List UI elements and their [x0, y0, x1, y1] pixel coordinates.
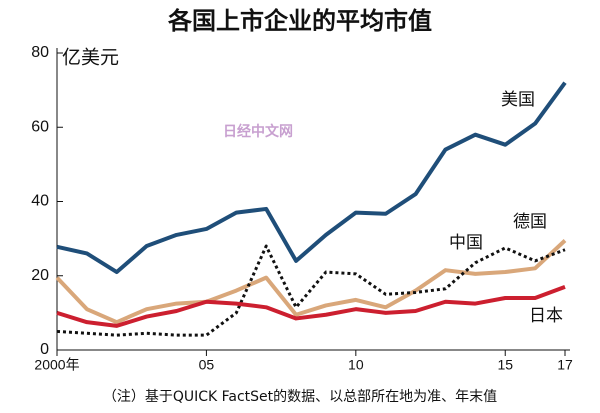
series-label: 日本 — [529, 306, 563, 326]
y-tick-label: 40 — [31, 193, 49, 210]
footnote: （注）基于QUICK FactSet的数据、以总部所在地为准、年末值 — [103, 388, 497, 405]
y-tick-label: 0 — [40, 341, 49, 358]
watermark: 日经中文网 — [223, 123, 293, 140]
x-tick-label: 17 — [557, 357, 573, 373]
x-tick-label: 15 — [497, 357, 513, 373]
series-label: 中国 — [449, 233, 483, 253]
series-line — [56, 81, 567, 275]
y-axis-label: 亿美元 — [62, 47, 119, 69]
series-line — [55, 239, 567, 325]
x-tick-label: 05 — [199, 357, 215, 373]
series-line — [56, 285, 566, 328]
y-tick-label: 80 — [31, 44, 49, 61]
series-label: 美国 — [501, 90, 535, 110]
chart-title: 各国上市企业的平均市值 — [167, 7, 432, 35]
series-label: 德国 — [513, 212, 547, 232]
x-tick-label: 2000年 — [34, 357, 79, 373]
series-line — [56, 244, 566, 337]
y-tick-label: 60 — [31, 118, 49, 135]
x-tick-label: 10 — [348, 357, 364, 373]
y-tick-label: 20 — [31, 267, 49, 284]
